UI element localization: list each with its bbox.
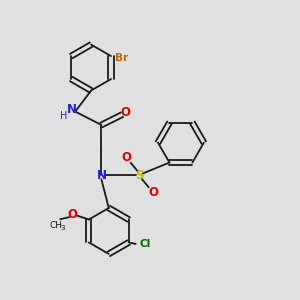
Text: H: H (60, 110, 68, 121)
Text: Cl: Cl (139, 239, 151, 249)
Text: Br: Br (115, 52, 128, 62)
Text: O: O (121, 152, 131, 164)
Text: N: N (96, 169, 106, 182)
Text: O: O (121, 106, 130, 119)
Text: S: S (135, 169, 144, 182)
Text: 3: 3 (60, 225, 65, 231)
Text: O: O (148, 186, 158, 199)
Text: O: O (68, 208, 78, 221)
Text: N: N (67, 103, 77, 116)
Text: CH: CH (50, 221, 62, 230)
